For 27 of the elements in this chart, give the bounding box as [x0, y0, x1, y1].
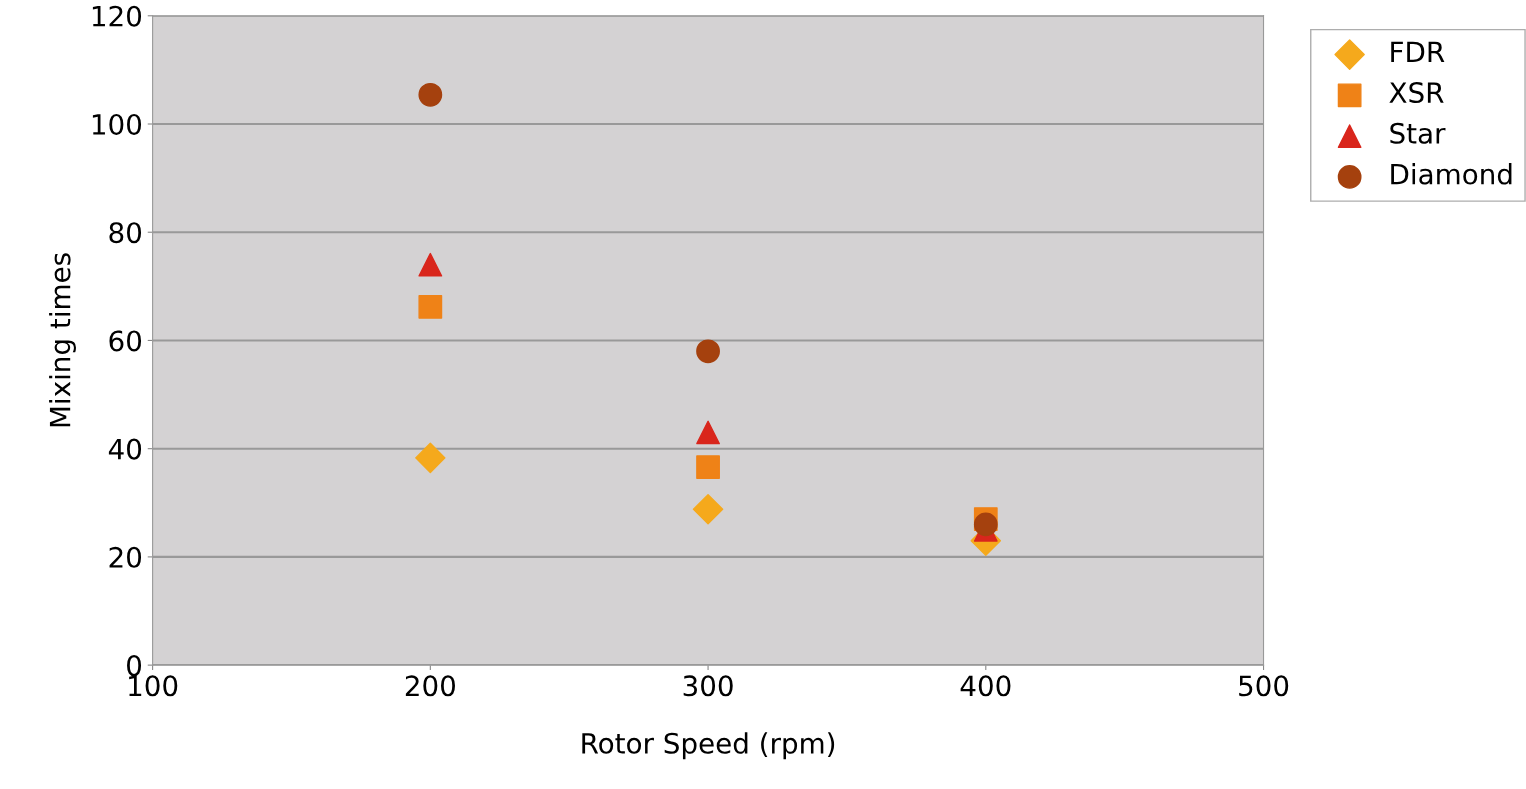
x-axis-title: Rotor Speed (rpm): [582, 732, 835, 760]
x-tick-label: 300: [683, 675, 733, 697]
y-tick-label: 80: [109, 222, 142, 244]
x-tick-label: 100: [129, 675, 178, 697]
point: [696, 455, 720, 479]
y-tick-label: 120: [92, 5, 142, 27]
y-tick-label: 20: [109, 546, 142, 568]
point: [415, 442, 446, 474]
point: [696, 420, 720, 445]
legend-label: Star: [1390, 122, 1446, 144]
point: [973, 512, 998, 537]
legend-label: Diamond: [1391, 163, 1512, 185]
x-tick-label: 500: [1239, 675, 1289, 697]
y-tick-label: 40: [108, 438, 142, 460]
point: [418, 252, 443, 277]
legend-label: XSR: [1389, 82, 1444, 104]
point: [418, 295, 443, 319]
x-tick-label: 400: [960, 675, 1011, 697]
y-tick-label: 60: [109, 330, 142, 352]
x-tick-label: 200: [405, 675, 455, 697]
legend-label: FDR: [1391, 41, 1445, 62]
point: [418, 82, 443, 107]
point: [692, 494, 724, 525]
point: [696, 339, 720, 364]
y-tick-label: 0: [127, 655, 142, 677]
y-axis-title: Mixing times: [49, 253, 76, 427]
y-tick-label: 100: [92, 113, 142, 135]
